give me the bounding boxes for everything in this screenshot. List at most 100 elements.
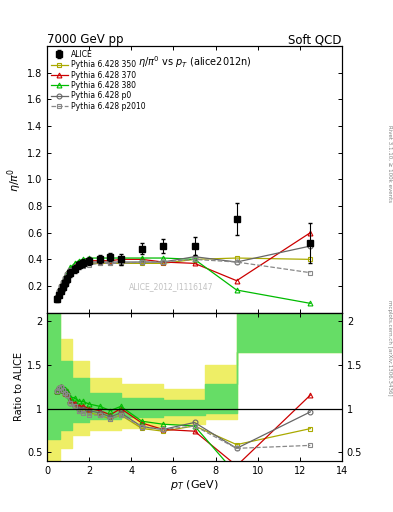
- Pythia 6.428 p0: [56, 288, 61, 294]
- Line: Pythia 6.428 p2010: Pythia 6.428 p2010: [54, 257, 313, 299]
- Pythia 6.428 p2010: [108, 260, 113, 266]
- Pythia 6.428 370: [68, 266, 73, 272]
- Pythia 6.428 380: [308, 300, 313, 306]
- Pythia 6.428 p2010: [119, 260, 123, 266]
- Pythia 6.428 p2010: [87, 262, 92, 268]
- Pythia 6.428 380: [97, 255, 102, 261]
- Pythia 6.428 p2010: [54, 293, 59, 300]
- Pythia 6.428 350: [308, 257, 313, 263]
- Pythia 6.428 380: [234, 287, 239, 293]
- Pythia 6.428 p0: [59, 283, 63, 289]
- Pythia 6.428 380: [68, 264, 73, 270]
- Pythia 6.428 380: [161, 255, 165, 261]
- Pythia 6.428 350: [56, 288, 61, 294]
- Pythia 6.428 380: [54, 293, 59, 300]
- Pythia 6.428 370: [61, 279, 65, 285]
- Text: Soft QCD: Soft QCD: [288, 33, 342, 46]
- Line: Pythia 6.428 350: Pythia 6.428 350: [54, 255, 313, 299]
- Pythia 6.428 p0: [76, 262, 81, 268]
- Pythia 6.428 370: [54, 293, 59, 300]
- Pythia 6.428 p0: [63, 275, 68, 281]
- Pythia 6.428 p2010: [56, 288, 61, 294]
- Pythia 6.428 370: [234, 278, 239, 284]
- Pythia 6.428 p0: [140, 259, 144, 265]
- Pythia 6.428 p2010: [63, 275, 68, 281]
- Pythia 6.428 380: [65, 270, 70, 276]
- Pythia 6.428 380: [76, 258, 81, 264]
- Pythia 6.428 370: [108, 258, 113, 264]
- Pythia 6.428 370: [140, 257, 144, 263]
- Pythia 6.428 p2010: [308, 270, 313, 276]
- Pythia 6.428 p0: [97, 259, 102, 265]
- Pythia 6.428 350: [59, 283, 63, 289]
- Line: Pythia 6.428 370: Pythia 6.428 370: [54, 230, 313, 299]
- Pythia 6.428 350: [161, 260, 165, 266]
- Text: $\eta/\pi^0$ vs $p_T$ (alice2012n): $\eta/\pi^0$ vs $p_T$ (alice2012n): [138, 54, 252, 70]
- Pythia 6.428 380: [72, 260, 77, 266]
- Pythia 6.428 350: [61, 279, 65, 285]
- Pythia 6.428 380: [59, 283, 63, 289]
- Pythia 6.428 350: [140, 260, 144, 266]
- Pythia 6.428 p2010: [61, 279, 65, 285]
- Pythia 6.428 370: [81, 259, 85, 265]
- Pythia 6.428 p0: [308, 243, 313, 249]
- Pythia 6.428 350: [234, 255, 239, 261]
- Pythia 6.428 p0: [161, 259, 165, 265]
- Pythia 6.428 p2010: [192, 257, 197, 263]
- Pythia 6.428 370: [65, 270, 70, 276]
- Line: Pythia 6.428 p0: Pythia 6.428 p0: [54, 244, 313, 299]
- Pythia 6.428 p2010: [97, 260, 102, 266]
- X-axis label: $p_T$ (GeV): $p_T$ (GeV): [170, 478, 219, 493]
- Pythia 6.428 p0: [68, 267, 73, 273]
- Pythia 6.428 p0: [234, 259, 239, 265]
- Y-axis label: $\eta/\pi^0$: $\eta/\pi^0$: [6, 167, 24, 191]
- Text: mcplots.cern.ch [arXiv:1306.3436]: mcplots.cern.ch [arXiv:1306.3436]: [387, 301, 392, 396]
- Pythia 6.428 350: [87, 260, 92, 266]
- Pythia 6.428 350: [192, 257, 197, 263]
- Line: Pythia 6.428 380: Pythia 6.428 380: [54, 255, 313, 306]
- Pythia 6.428 350: [76, 263, 81, 269]
- Pythia 6.428 370: [97, 258, 102, 264]
- Pythia 6.428 p0: [192, 253, 197, 260]
- Pythia 6.428 p0: [65, 271, 70, 277]
- Pythia 6.428 370: [308, 229, 313, 236]
- Pythia 6.428 350: [108, 260, 113, 266]
- Pythia 6.428 350: [63, 275, 68, 281]
- Pythia 6.428 p2010: [81, 263, 85, 269]
- Pythia 6.428 350: [68, 267, 73, 273]
- Pythia 6.428 p2010: [68, 267, 73, 273]
- Pythia 6.428 p2010: [65, 271, 70, 277]
- Pythia 6.428 350: [81, 262, 85, 268]
- Pythia 6.428 370: [87, 258, 92, 264]
- Pythia 6.428 370: [72, 263, 77, 269]
- Pythia 6.428 370: [192, 260, 197, 266]
- Pythia 6.428 370: [119, 257, 123, 263]
- Pythia 6.428 p0: [108, 259, 113, 265]
- Pythia 6.428 380: [87, 255, 92, 261]
- Pythia 6.428 380: [61, 279, 65, 285]
- Pythia 6.428 380: [108, 255, 113, 261]
- Pythia 6.428 370: [161, 259, 165, 265]
- Pythia 6.428 p2010: [72, 264, 77, 270]
- Y-axis label: Ratio to ALICE: Ratio to ALICE: [14, 352, 24, 421]
- Pythia 6.428 p0: [72, 264, 77, 270]
- Pythia 6.428 350: [72, 264, 77, 270]
- Pythia 6.428 p2010: [161, 259, 165, 265]
- Pythia 6.428 380: [192, 257, 197, 263]
- Text: 7000 GeV pp: 7000 GeV pp: [47, 33, 124, 46]
- Text: Rivet 3.1.10, ≥ 100k events: Rivet 3.1.10, ≥ 100k events: [387, 125, 392, 202]
- Pythia 6.428 p0: [61, 279, 65, 285]
- Pythia 6.428 p2010: [140, 259, 144, 265]
- Legend: ALICE, Pythia 6.428 350, Pythia 6.428 370, Pythia 6.428 380, Pythia 6.428 p0, Py: ALICE, Pythia 6.428 350, Pythia 6.428 37…: [50, 48, 147, 112]
- Pythia 6.428 370: [63, 275, 68, 281]
- Pythia 6.428 p2010: [234, 259, 239, 265]
- Pythia 6.428 380: [81, 257, 85, 263]
- Pythia 6.428 370: [59, 283, 63, 289]
- Pythia 6.428 350: [65, 271, 70, 277]
- Text: ALICE_2012_I1116147: ALICE_2012_I1116147: [129, 282, 213, 291]
- Pythia 6.428 p0: [81, 260, 85, 266]
- Pythia 6.428 350: [97, 260, 102, 266]
- Pythia 6.428 380: [63, 273, 68, 280]
- Pythia 6.428 p0: [119, 259, 123, 265]
- Pythia 6.428 380: [140, 255, 144, 261]
